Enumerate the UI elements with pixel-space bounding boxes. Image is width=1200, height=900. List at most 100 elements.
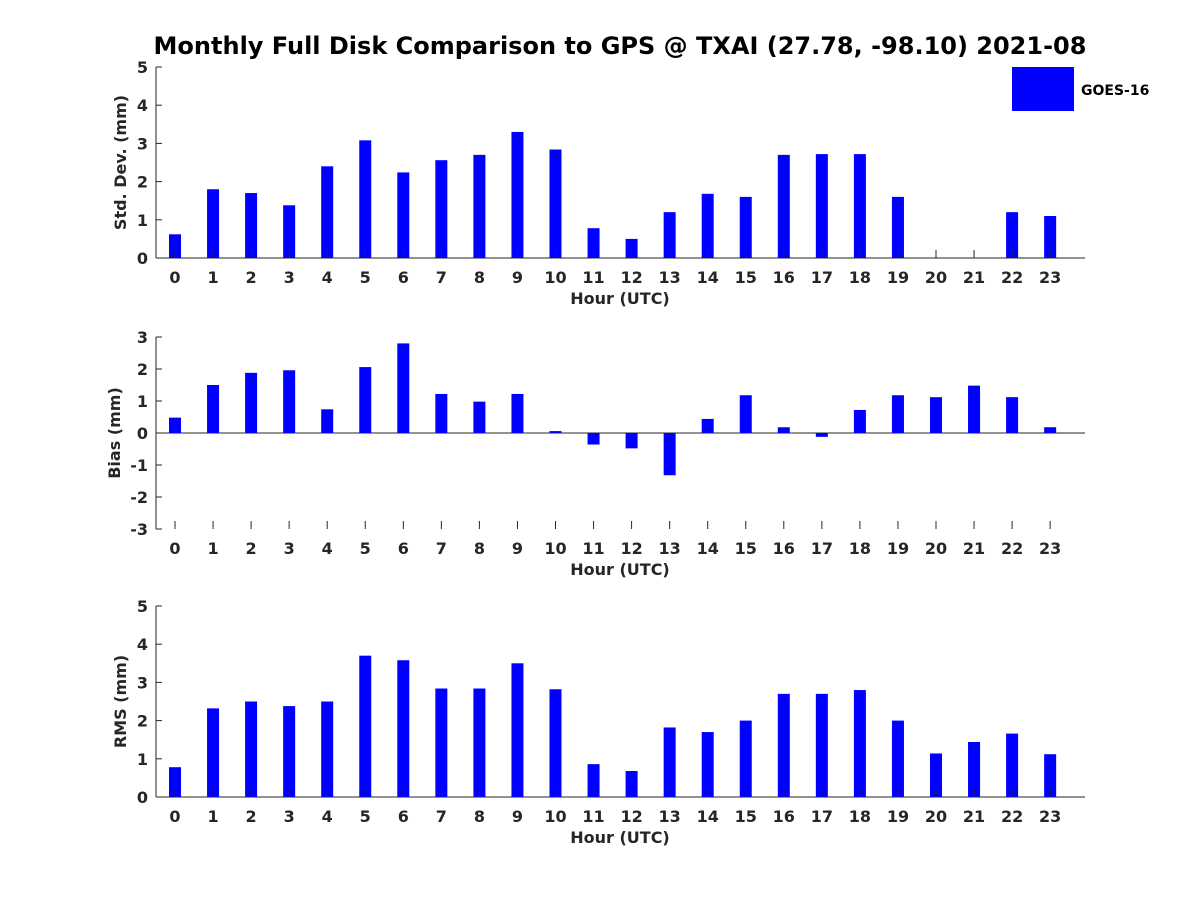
std-dev-x-tick-label: 21 — [963, 268, 985, 287]
std-dev-y-tick-label: 0 — [137, 249, 148, 268]
std-dev-x-tick-label: 0 — [169, 268, 180, 287]
std-dev-bar-hour-2 — [245, 193, 258, 258]
std-dev-x-tick-label: 8 — [474, 268, 485, 287]
rms-x-tick-label: 13 — [659, 807, 681, 826]
rms-bar-hour-20 — [930, 753, 942, 797]
std-dev-x-tick-label: 12 — [620, 268, 642, 287]
bias-bar-hour-17 — [815, 433, 828, 437]
std-dev-y-tick-label: 1 — [137, 211, 148, 230]
rms-bar-hour-7 — [435, 688, 448, 797]
rms-x-tick-label: 3 — [284, 807, 295, 826]
bias-x-tick-label: 0 — [169, 539, 180, 558]
bias-bar-hour-10 — [549, 431, 562, 433]
bias-x-tick-label: 22 — [1001, 539, 1023, 558]
bias-x-tick-label: 3 — [284, 539, 295, 558]
rms-bar-hour-15 — [739, 720, 752, 797]
legend-label: GOES-16 — [1081, 83, 1149, 99]
rms-bar-hour-13 — [663, 727, 676, 797]
rms-x-tick-label: 11 — [582, 807, 604, 826]
std-dev-bar-hour-17 — [815, 154, 828, 258]
bias-y-tick-label: 1 — [137, 392, 148, 411]
std-dev-y-tick-label: 2 — [137, 173, 148, 192]
bias-x-tick-label: 23 — [1039, 539, 1061, 558]
bias-x-tick-label: 2 — [246, 539, 257, 558]
std-dev-x-tick-label: 19 — [887, 268, 909, 287]
bias-x-tick-label: 18 — [849, 539, 871, 558]
rms-x-tick-label: 18 — [849, 807, 871, 826]
std-dev-bar-hour-13 — [663, 212, 676, 258]
std-dev-x-tick-label: 4 — [322, 268, 333, 287]
std-dev-bar-hour-4 — [321, 166, 334, 258]
bias-x-tick-label: 16 — [773, 539, 795, 558]
rms-bar-hour-2 — [245, 701, 258, 797]
std-dev-x-tick-label: 15 — [735, 268, 757, 287]
bias-x-tick-label: 19 — [887, 539, 909, 558]
bias-y-tick-label: 2 — [137, 360, 148, 379]
legend-swatch — [1012, 67, 1074, 111]
rms-bar-hour-17 — [815, 693, 828, 797]
rms-x-tick-label: 14 — [697, 807, 719, 826]
std-dev-x-tick-label: 1 — [207, 268, 218, 287]
rms-bar-hour-0 — [169, 767, 181, 797]
rms-y-tick-label: 5 — [137, 597, 148, 616]
bias-x-tick-label: 4 — [322, 539, 333, 558]
std-dev-bar-hour-15 — [739, 196, 752, 258]
rms-x-tick-label: 1 — [207, 807, 218, 826]
std-dev-x-tick-label: 20 — [925, 268, 947, 287]
rms-bar-hour-3 — [283, 706, 296, 797]
std-dev-bar-hour-0 — [169, 234, 181, 258]
std-dev-bar-hour-16 — [777, 154, 790, 258]
std-dev-bar-hour-7 — [435, 160, 448, 258]
bias-bar-hour-22 — [1006, 397, 1019, 433]
rms-x-tick-label: 6 — [398, 807, 409, 826]
std-dev-bar-hour-3 — [283, 205, 296, 258]
bias-bar-hour-2 — [245, 372, 258, 433]
bias-y-tick-label: -3 — [130, 520, 148, 539]
bias-x-tick-label: 17 — [811, 539, 833, 558]
bias-x-tick-label: 10 — [544, 539, 566, 558]
bias-x-tick-label: 20 — [925, 539, 947, 558]
bias-y-axis-label: Bias (mm) — [105, 387, 124, 479]
bias-y-tick-label: -1 — [130, 456, 148, 475]
rms-bar-hour-11 — [587, 764, 600, 797]
bias-bar-hour-3 — [283, 370, 296, 433]
bias-x-tick-label: 1 — [207, 539, 218, 558]
std-dev-x-tick-label: 14 — [697, 268, 719, 287]
std-dev-x-tick-label: 7 — [436, 268, 447, 287]
bias-bar-hour-6 — [397, 343, 410, 433]
std-dev-x-tick-label: 9 — [512, 268, 523, 287]
std-dev-x-tick-label: 16 — [773, 268, 795, 287]
rms-x-tick-label: 4 — [322, 807, 333, 826]
bias-y-tick-label: 3 — [137, 328, 148, 347]
bias-bar-hour-16 — [777, 427, 790, 433]
rms-bar-hour-22 — [1006, 733, 1019, 797]
bias-x-tick-label: 21 — [963, 539, 985, 558]
bias-x-tick-label: 5 — [360, 539, 371, 558]
rms-x-tick-label: 7 — [436, 807, 447, 826]
std-dev-x-tick-label: 22 — [1001, 268, 1023, 287]
bias-x-tick-label: 6 — [398, 539, 409, 558]
bias-x-tick-label: 8 — [474, 539, 485, 558]
rms-x-tick-label: 0 — [169, 807, 180, 826]
rms-x-tick-label: 12 — [620, 807, 642, 826]
bias-x-tick-label: 15 — [735, 539, 757, 558]
bias-bar-hour-15 — [739, 395, 752, 433]
std-dev-x-tick-label: 2 — [246, 268, 257, 287]
rms-bar-hour-9 — [511, 663, 524, 797]
bias-bar-hour-5 — [359, 367, 372, 433]
bias-x-tick-label: 11 — [582, 539, 604, 558]
bias-bar-hour-0 — [169, 417, 181, 433]
rms-bar-hour-19 — [891, 720, 904, 797]
rms-x-tick-label: 20 — [925, 807, 947, 826]
bias-bar-hour-12 — [625, 433, 638, 449]
std-dev-bar-hour-8 — [473, 154, 486, 258]
rms-y-tick-label: 2 — [137, 712, 148, 731]
std-dev-bar-hour-22 — [1006, 212, 1019, 258]
rms-x-tick-label: 22 — [1001, 807, 1023, 826]
bias-x-tick-label: 9 — [512, 539, 523, 558]
std-dev-x-axis-label: Hour (UTC) — [570, 289, 670, 308]
std-dev-x-tick-label: 10 — [544, 268, 566, 287]
rms-x-tick-label: 23 — [1039, 807, 1061, 826]
bias-bar-hour-18 — [853, 409, 866, 433]
